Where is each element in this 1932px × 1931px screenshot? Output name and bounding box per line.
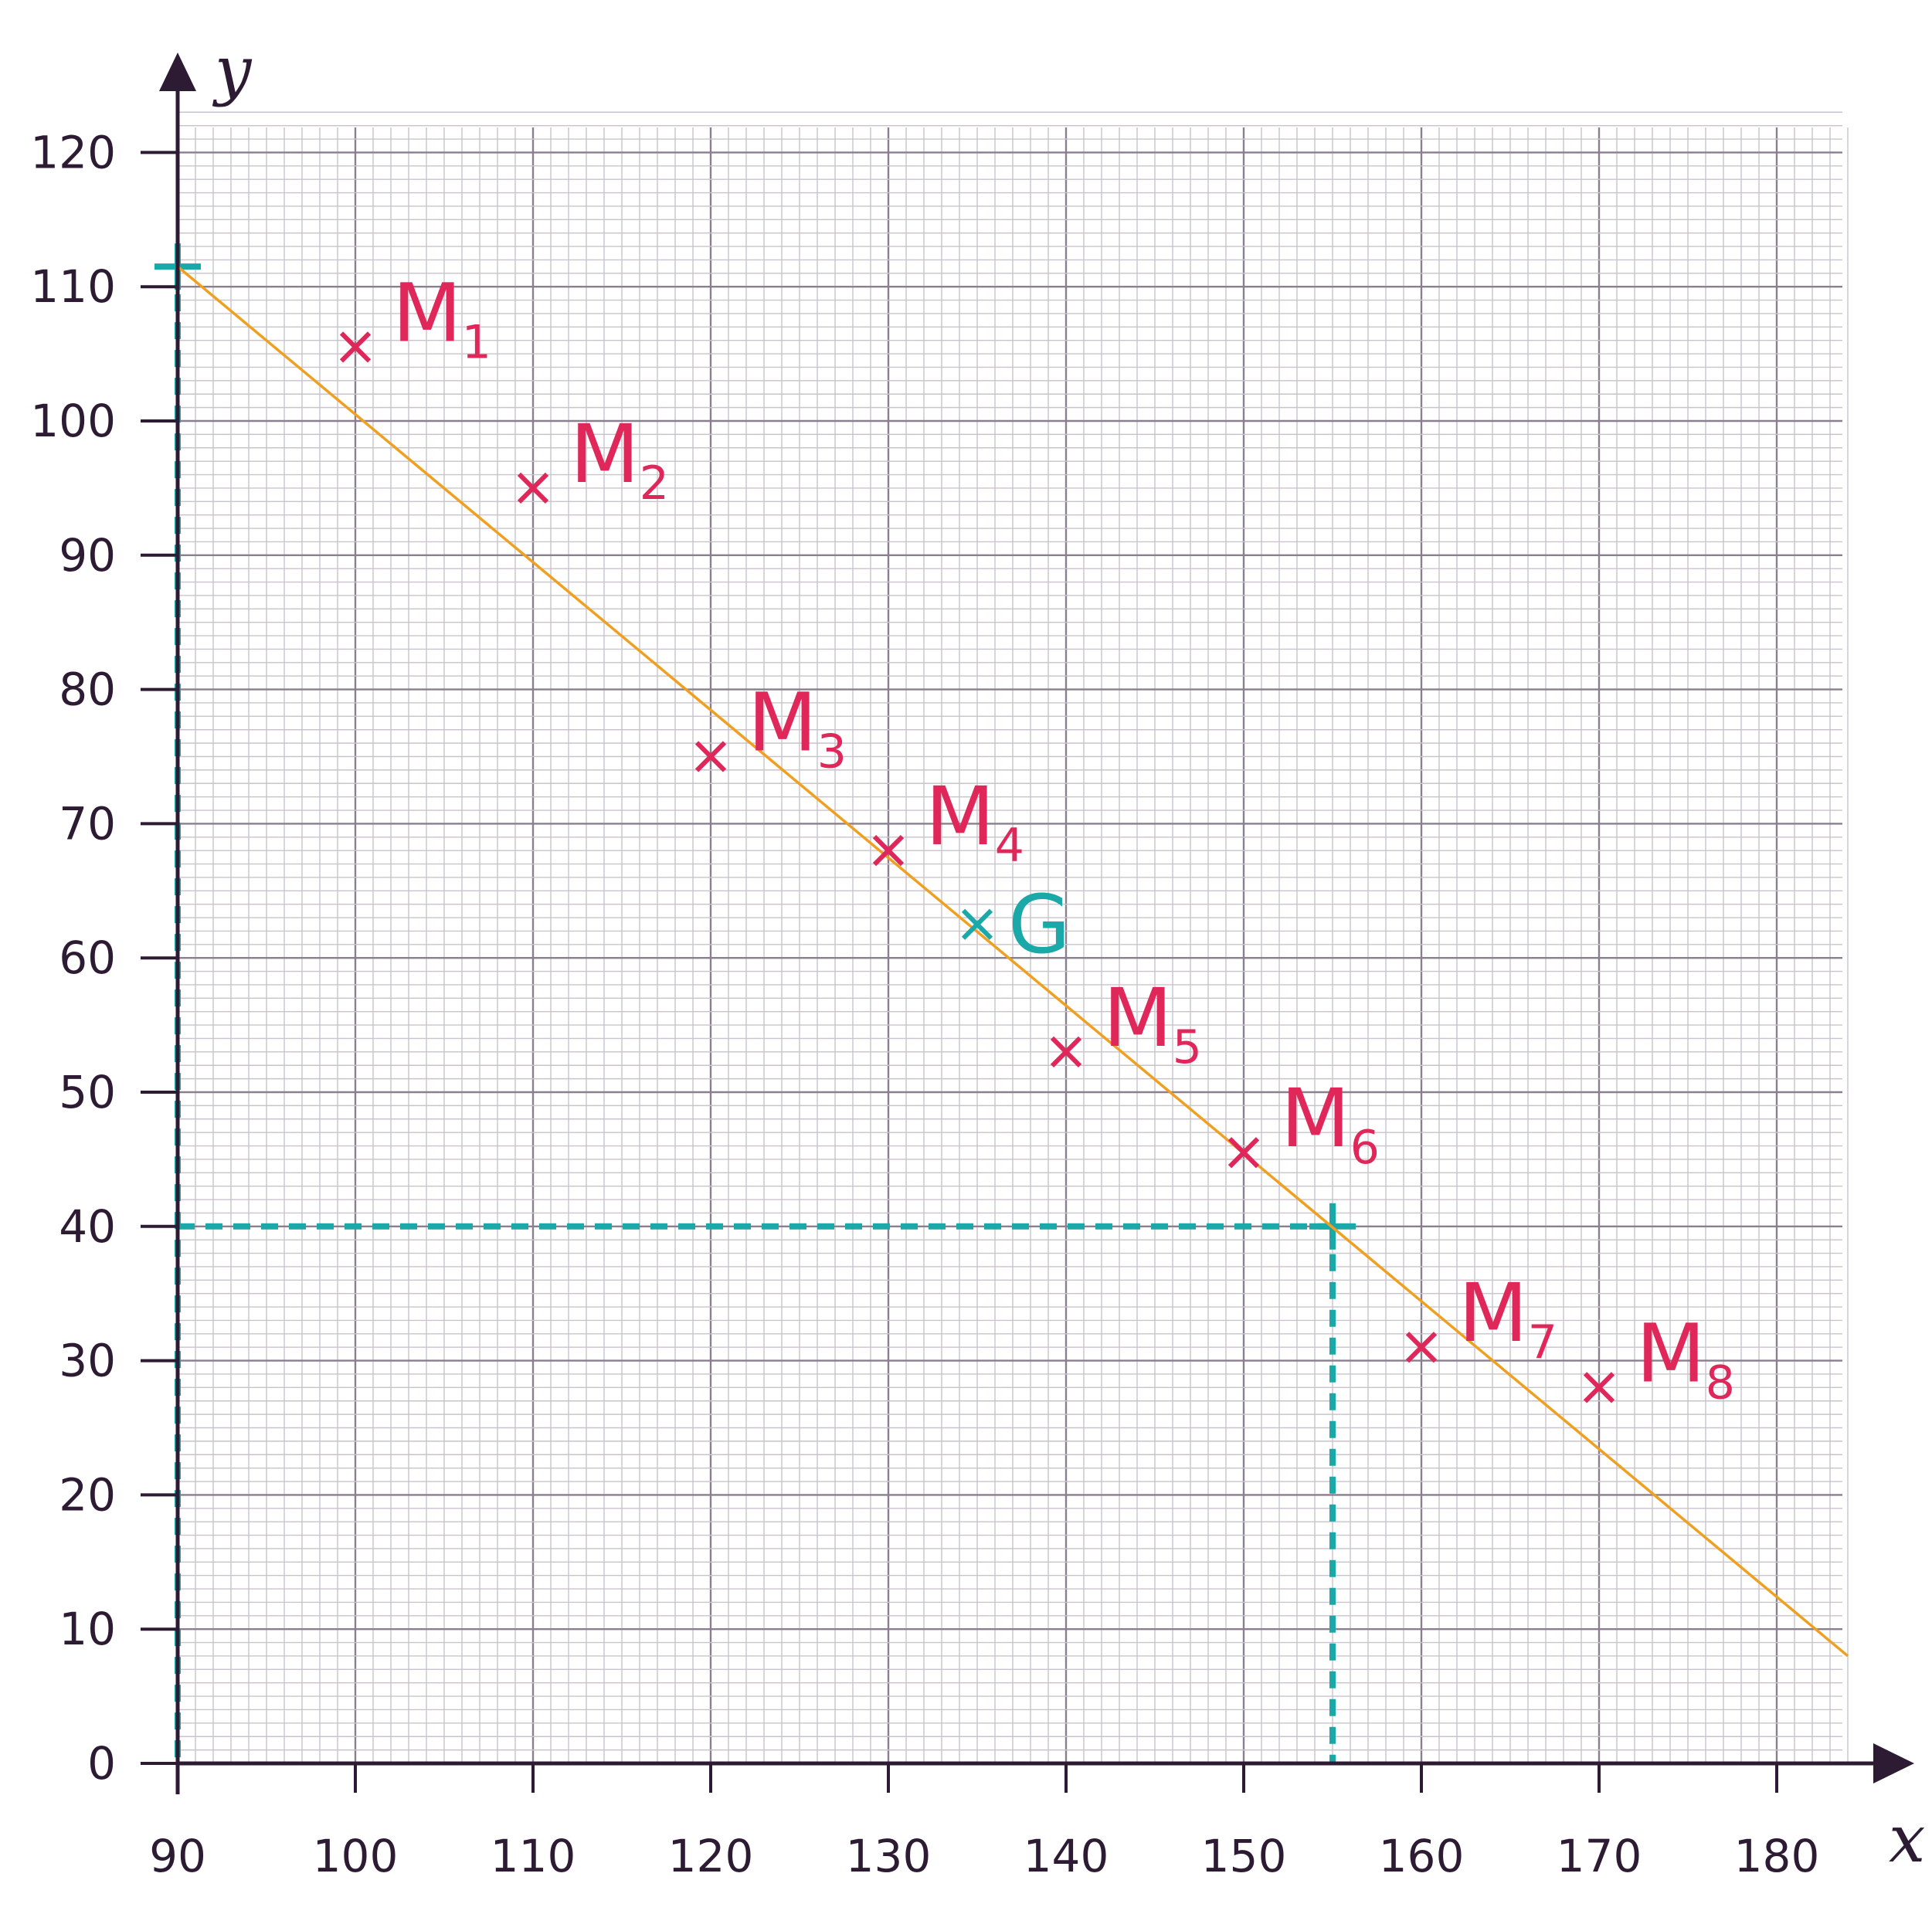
data-point-marker	[1227, 1137, 1260, 1169]
y-tick-label: 0	[87, 1737, 116, 1790]
y-tick-label: 40	[59, 1200, 116, 1253]
regression-line-group	[176, 265, 1849, 1658]
axes	[159, 53, 1914, 1794]
y-tick-label: 80	[59, 663, 116, 716]
x-tick-label: 120	[668, 1830, 754, 1882]
data-points: M1 M2 M3 M4 M5 M6 M7 M8 G	[339, 266, 1735, 1410]
y-tick-label: 100	[30, 395, 116, 447]
y-tick-label: 90	[59, 529, 116, 582]
cross-stroke	[1405, 1332, 1438, 1363]
x-tick-label: 160	[1379, 1830, 1465, 1882]
y-tick-label: 10	[59, 1603, 116, 1655]
y-tick-label: 30	[59, 1335, 116, 1387]
data-point-label: M4	[925, 769, 1024, 873]
y-axis-label: y	[212, 32, 253, 108]
regression-line	[176, 265, 1849, 1658]
data-point-marker	[872, 835, 905, 867]
data-point-label: M8	[1636, 1306, 1735, 1410]
data-point-marker	[694, 741, 727, 772]
data-point-marker	[1405, 1332, 1438, 1363]
grid	[178, 111, 1849, 1763]
x-tick-label: 180	[1734, 1830, 1820, 1882]
x-tick-label: 170	[1557, 1830, 1642, 1882]
x-tick-label: 140	[1024, 1830, 1109, 1882]
x-tick-label: 150	[1201, 1830, 1287, 1882]
cross-stroke	[1583, 1372, 1615, 1403]
data-point-marker	[1583, 1372, 1615, 1403]
data-point-label: M3	[748, 676, 847, 779]
data-point-marker	[339, 331, 372, 363]
tick-labels: 90 100 110 120 130 140 150 160 170 180 0 10 20 30 40 50…	[30, 126, 1819, 1882]
x-tick-label: 100	[313, 1830, 399, 1882]
data-point-marker	[1050, 1036, 1082, 1067]
data-point-label: M2	[570, 407, 669, 511]
data-point-label: M1	[392, 266, 491, 369]
data-point-label: M5	[1103, 971, 1202, 1074]
x-axis-arrow	[1873, 1743, 1914, 1783]
x-tick-label: 90	[149, 1830, 206, 1882]
cross-stroke	[961, 908, 993, 940]
cross-stroke	[1050, 1036, 1082, 1067]
cross-stroke	[339, 331, 372, 363]
y-tick-label: 60	[59, 932, 116, 984]
cross-stroke	[517, 472, 549, 504]
x-tick-label: 130	[846, 1830, 932, 1882]
cross-stroke	[872, 835, 905, 867]
mean-point-marker	[961, 908, 993, 940]
y-tick-label: 20	[59, 1468, 116, 1521]
y-axis-arrow	[159, 53, 196, 91]
y-tick-label: 70	[59, 797, 116, 850]
x-tick-label: 110	[491, 1830, 576, 1882]
y-tick-label: 110	[30, 260, 116, 313]
data-point-marker	[517, 472, 549, 504]
y-tick-label: 120	[30, 126, 116, 178]
mean-point-label: G	[1008, 877, 1071, 972]
cross-stroke	[1227, 1137, 1260, 1169]
data-point-label: M7	[1458, 1266, 1557, 1369]
cross-stroke	[694, 741, 727, 772]
y-tick-label: 50	[59, 1066, 116, 1118]
x-axis-label: x	[1889, 1801, 1925, 1877]
data-point-label: M6	[1281, 1071, 1380, 1175]
